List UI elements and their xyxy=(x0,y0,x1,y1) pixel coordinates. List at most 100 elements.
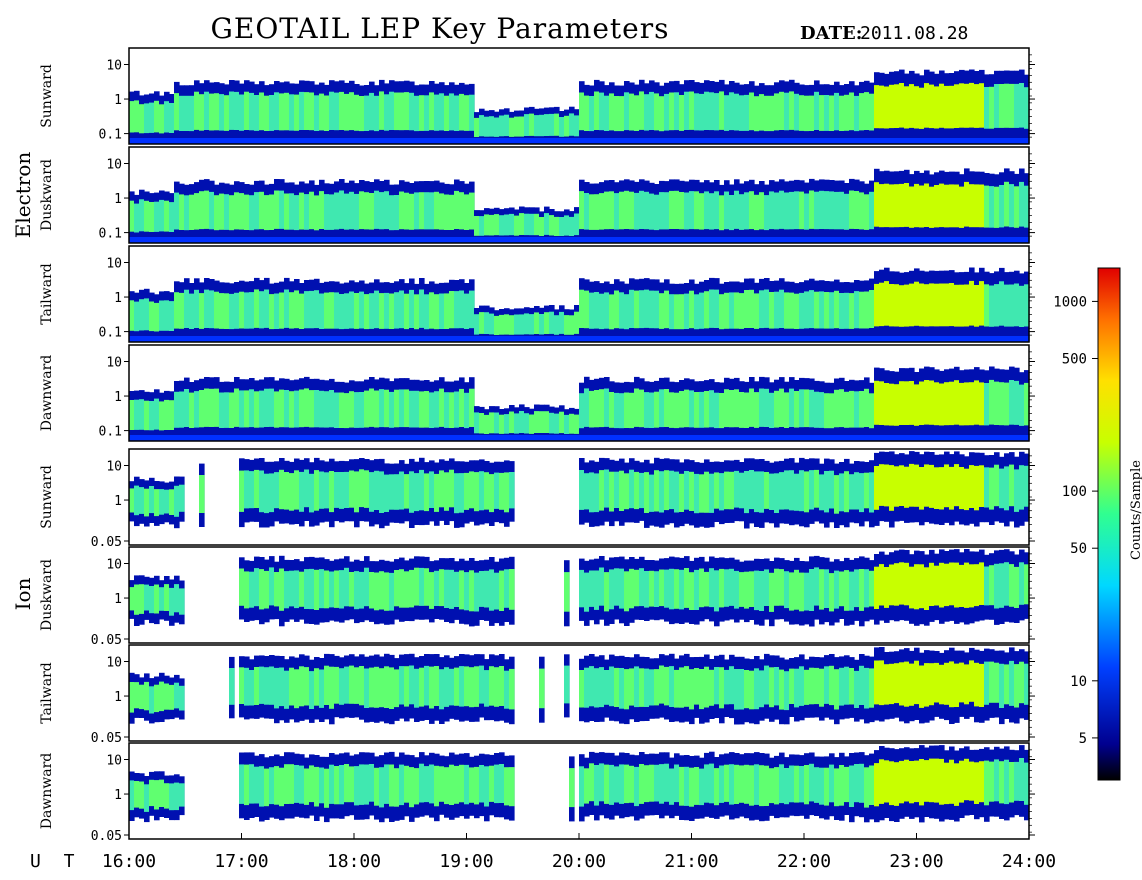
spectrogram-core xyxy=(609,294,615,330)
spectrogram-core xyxy=(489,474,495,513)
spectrogram-floor xyxy=(1004,138,1010,144)
spectrogram-floor xyxy=(884,336,890,342)
spectrogram-core xyxy=(629,93,635,131)
spectrogram-core xyxy=(584,473,590,510)
spectrogram-floor xyxy=(854,435,860,441)
spectrogram-floor xyxy=(719,336,725,342)
spectrogram-core xyxy=(794,293,800,329)
spectrogram-core xyxy=(259,666,265,704)
spectrogram-core xyxy=(974,84,980,128)
spectrogram-core xyxy=(439,193,445,230)
spectrogram-core xyxy=(924,83,930,128)
spectrogram-core xyxy=(424,95,430,131)
spectrogram-floor xyxy=(999,138,1005,144)
time-axis-unit-label: U T xyxy=(30,851,81,872)
spectrogram-floor xyxy=(189,336,195,342)
spectrogram-core xyxy=(694,294,700,330)
spectrogram-core xyxy=(929,84,935,129)
spectrogram-core xyxy=(964,83,970,128)
spectrogram-core xyxy=(1009,564,1015,607)
spectrogram-floor xyxy=(859,237,865,243)
spectrogram-core xyxy=(459,764,465,803)
spectrogram-core xyxy=(954,284,960,327)
spectrogram-floor xyxy=(589,237,595,243)
spectrogram-core xyxy=(499,414,505,434)
spectrogram-core xyxy=(1009,284,1015,327)
spectrogram-core xyxy=(834,475,840,514)
spectrogram-core xyxy=(844,766,850,803)
spectrogram-core xyxy=(339,765,345,805)
spectrogram-floor xyxy=(214,138,220,144)
spectrogram-floor xyxy=(279,435,285,441)
spectrogram-core xyxy=(394,669,400,708)
spectrogram-core xyxy=(599,567,605,606)
spectrogram-floor xyxy=(559,237,565,243)
x-tick-label: 22:00 xyxy=(777,851,831,872)
spectrogram-core xyxy=(384,666,390,708)
spectrogram-core xyxy=(354,293,360,329)
spectrogram-core xyxy=(829,292,835,329)
spectrogram-core xyxy=(339,91,345,130)
spectrogram-floor xyxy=(214,237,220,243)
spectrogram-core xyxy=(639,472,645,509)
spectrogram-floor xyxy=(809,336,815,342)
spectrogram-core xyxy=(574,115,580,137)
spectrogram-floor xyxy=(644,435,650,441)
spectrogram-floor xyxy=(129,336,135,342)
spectrogram-floor xyxy=(129,138,135,144)
spectrogram-core xyxy=(804,193,810,230)
spectrogram-core xyxy=(314,290,320,329)
spectrogram-core xyxy=(924,567,930,610)
spectrogram-core xyxy=(999,185,1005,228)
spectrogram-floor xyxy=(1009,336,1015,342)
spectrogram-core xyxy=(839,191,845,230)
spectrogram-floor xyxy=(989,138,995,144)
spectrogram-core xyxy=(714,289,720,328)
spectrogram-floor xyxy=(454,237,460,243)
spectrogram-core xyxy=(844,666,850,705)
spectrogram-core xyxy=(869,668,875,708)
spectrogram-core xyxy=(949,562,955,606)
spectrogram-core xyxy=(479,312,485,334)
spectrogram-floor xyxy=(359,138,365,144)
spectrogram-core xyxy=(799,95,805,131)
spectrogram-floor xyxy=(754,435,760,441)
spectrogram-core xyxy=(189,293,195,329)
spectrogram-core xyxy=(779,190,785,229)
spectrogram-core xyxy=(904,562,910,606)
spectrogram-core xyxy=(939,758,945,805)
spectrogram-floor xyxy=(569,435,575,441)
spectrogram-core xyxy=(529,113,535,136)
spectrogram-floor xyxy=(889,138,895,144)
spectrogram-floor xyxy=(669,237,675,243)
spectrogram-core xyxy=(264,195,270,231)
spectrogram-core xyxy=(844,193,850,230)
spectrogram-core xyxy=(279,93,285,131)
spectrogram-floor xyxy=(584,138,590,144)
spectrogram-core xyxy=(659,192,665,230)
spectrogram-core xyxy=(839,571,845,607)
spectrogram-floor xyxy=(689,237,695,243)
spectrogram-core xyxy=(449,469,455,508)
spectrogram-floor xyxy=(504,435,510,441)
spectrogram-core xyxy=(584,388,590,427)
spectrogram-core xyxy=(179,292,185,329)
spectrogram-core xyxy=(454,473,460,514)
spectrogram-floor xyxy=(764,435,770,441)
spectrogram-core xyxy=(789,191,795,230)
spectrogram-floor xyxy=(409,336,415,342)
spectrogram-core xyxy=(944,382,950,426)
spectrogram-core xyxy=(599,763,605,802)
spectrogram-core xyxy=(284,764,290,804)
spectrogram-floor xyxy=(834,435,840,441)
spectrogram-core xyxy=(274,667,280,709)
spectrogram-floor xyxy=(644,336,650,342)
spectrogram-core xyxy=(784,392,790,428)
spectrogram-floor xyxy=(724,336,730,342)
spectrogram-floor xyxy=(1004,237,1010,243)
spectrogram-core xyxy=(474,412,480,434)
spectrogram-core xyxy=(989,86,995,129)
spectrogram-core xyxy=(714,768,720,806)
spectrogram-floor xyxy=(339,435,345,441)
